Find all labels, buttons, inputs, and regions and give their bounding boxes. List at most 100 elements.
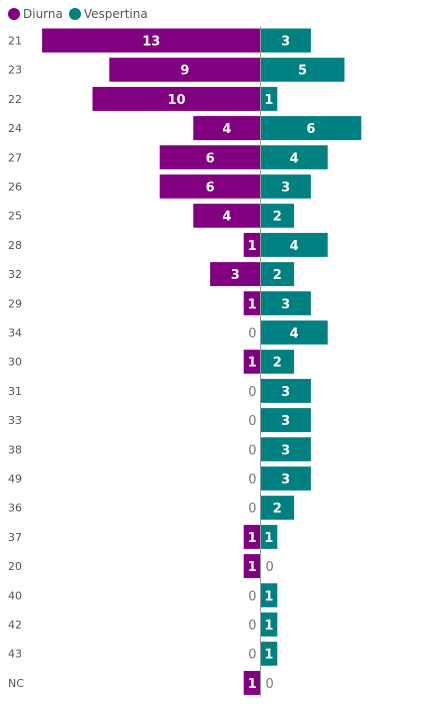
bar-vespertina[interactable] <box>260 232 328 257</box>
data-label-diurna: 1 <box>248 356 257 371</box>
data-label-vespertina: 0 <box>266 560 274 575</box>
data-label-diurna: 0 <box>248 385 256 400</box>
data-label-diurna: 1 <box>248 297 257 312</box>
legend-item-diurna[interactable]: Diurna <box>8 7 63 21</box>
bar-vespertina[interactable] <box>260 174 311 199</box>
data-label-diurna: 1 <box>248 531 257 546</box>
legend-label: Diurna <box>23 7 63 21</box>
data-label-vespertina: 2 <box>273 268 282 283</box>
data-label-vespertina: 3 <box>281 443 290 458</box>
bar-vespertina[interactable] <box>260 145 328 170</box>
data-label-diurna: 0 <box>248 648 256 663</box>
bar-vespertina[interactable] <box>260 641 278 666</box>
data-label-diurna: 6 <box>206 181 215 196</box>
bar-diurna[interactable] <box>159 174 261 199</box>
bar-vespertina[interactable] <box>260 466 311 491</box>
bar-diurna[interactable] <box>243 291 261 316</box>
data-label-diurna: 1 <box>248 239 257 254</box>
legend: Diurna Vespertina <box>8 5 154 23</box>
data-label-diurna: 3 <box>231 268 240 283</box>
data-label-vespertina: 0 <box>266 677 274 692</box>
category-label: 28 <box>8 239 22 252</box>
data-label-vespertina: 4 <box>290 327 299 342</box>
data-label-vespertina: 3 <box>281 181 290 196</box>
bar-vespertina[interactable] <box>260 349 295 374</box>
bar-vespertina[interactable] <box>260 116 362 141</box>
category-label: 32 <box>8 268 22 281</box>
legend-marker <box>8 8 20 20</box>
data-label-vespertina: 2 <box>273 502 282 517</box>
bar-diurna[interactable] <box>210 262 261 287</box>
bar-vespertina[interactable] <box>260 408 311 433</box>
data-label-vespertina: 3 <box>281 385 290 400</box>
bar-vespertina[interactable] <box>260 437 311 462</box>
bar-vespertina[interactable] <box>260 524 278 549</box>
bar-vespertina[interactable] <box>260 320 328 345</box>
data-label-vespertina: 3 <box>281 473 290 488</box>
data-label-vespertina: 1 <box>264 93 273 108</box>
bar-vespertina[interactable] <box>260 495 295 520</box>
legend-marker <box>68 8 81 20</box>
data-label-diurna: 9 <box>180 64 189 79</box>
bar-diurna[interactable] <box>193 116 261 141</box>
category-label: NC <box>8 677 24 690</box>
bar-vespertina[interactable] <box>260 612 278 637</box>
bar-diurna[interactable] <box>243 554 261 579</box>
data-label-vespertina: 6 <box>306 122 315 137</box>
category-label: 22 <box>8 93 22 106</box>
data-label-diurna: 10 <box>167 93 185 108</box>
data-label-diurna: 6 <box>206 151 215 166</box>
bar-vespertina[interactable] <box>260 262 295 287</box>
bar-diurna[interactable] <box>243 349 261 374</box>
legend-label: Vespertina <box>83 7 148 21</box>
bar-vespertina[interactable] <box>260 291 311 316</box>
data-label-vespertina: 3 <box>281 35 290 50</box>
data-label-diurna: 0 <box>248 473 256 488</box>
category-label: 37 <box>8 531 22 544</box>
bar-diurna[interactable] <box>92 86 261 111</box>
category-label: 23 <box>8 64 22 77</box>
category-label: 20 <box>8 560 22 573</box>
data-label-diurna: 13 <box>142 35 160 50</box>
category-label: 43 <box>8 648 22 661</box>
data-label-vespertina: 3 <box>281 414 290 429</box>
data-label-vespertina: 1 <box>264 589 273 604</box>
data-label-vespertina: 1 <box>264 619 273 634</box>
category-label: 21 <box>8 35 22 48</box>
data-label-diurna: 0 <box>248 589 256 604</box>
bar-diurna[interactable] <box>42 28 261 53</box>
data-label-diurna: 1 <box>248 677 257 692</box>
data-label-vespertina: 4 <box>290 151 299 166</box>
data-label-vespertina: 5 <box>298 64 307 79</box>
bar-vespertina[interactable] <box>260 57 345 82</box>
category-label: 36 <box>8 502 22 515</box>
bar-diurna[interactable] <box>159 145 261 170</box>
bar-vespertina[interactable] <box>260 378 311 403</box>
data-label-diurna: 4 <box>222 210 231 225</box>
category-label: 26 <box>8 181 22 194</box>
bar-diurna[interactable] <box>109 57 261 82</box>
data-label-vespertina: 1 <box>264 531 273 546</box>
data-label-diurna: 0 <box>248 414 256 429</box>
category-label: 34 <box>8 327 22 340</box>
category-label: 29 <box>8 297 22 310</box>
data-label-vespertina: 3 <box>281 297 290 312</box>
bar-diurna[interactable] <box>243 670 261 695</box>
category-label: 40 <box>8 589 22 602</box>
bar-vespertina[interactable] <box>260 28 311 53</box>
data-label-vespertina: 1 <box>264 648 273 663</box>
category-label: 25 <box>8 210 22 223</box>
bar-vespertina[interactable] <box>260 203 295 228</box>
data-label-diurna: 0 <box>248 443 256 458</box>
bar-diurna[interactable] <box>193 203 261 228</box>
data-label-diurna: 1 <box>248 560 257 575</box>
category-label: 30 <box>8 356 22 369</box>
bar-diurna[interactable] <box>243 524 261 549</box>
category-label: 49 <box>8 473 22 486</box>
legend-item-vespertina[interactable]: Vespertina <box>68 7 148 21</box>
category-label: 24 <box>8 122 22 135</box>
bar-diurna[interactable] <box>243 232 261 257</box>
bar-vespertina[interactable] <box>260 86 278 111</box>
bar-vespertina[interactable] <box>260 583 278 608</box>
